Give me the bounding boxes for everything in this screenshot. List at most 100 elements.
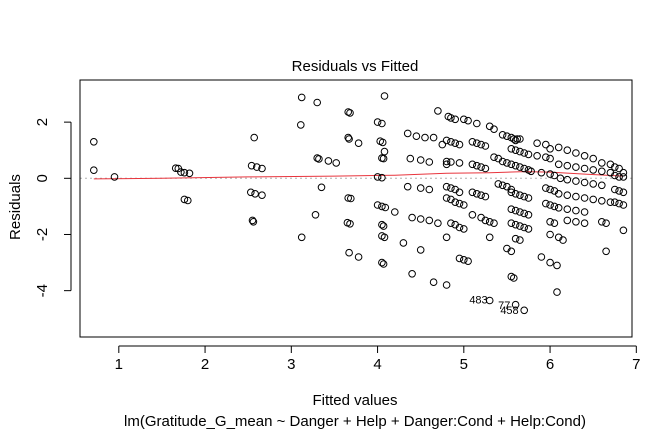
data-point [563, 161, 572, 170]
data-point [258, 191, 266, 199]
data-point [563, 191, 572, 199]
data-point [258, 164, 266, 173]
data-point [507, 145, 516, 153]
data-point [378, 138, 387, 147]
x-axis: 1 2 3 4 5 6 7 [115, 345, 640, 373]
data-point [324, 157, 333, 165]
data-point [580, 178, 589, 187]
x-tick-label: 3 [287, 356, 295, 373]
data-point [473, 139, 481, 147]
data-point [485, 296, 494, 305]
data-point [542, 153, 550, 161]
data-point [438, 140, 447, 149]
data-point [494, 180, 503, 188]
data-point [537, 253, 546, 261]
data-point [546, 258, 554, 267]
data-point [473, 190, 481, 198]
data-point [619, 168, 628, 177]
data-point [297, 121, 305, 129]
data-point [550, 171, 559, 180]
data-point [550, 219, 559, 227]
data-point [619, 226, 628, 235]
data-point [252, 163, 261, 171]
data-point [602, 219, 610, 227]
data-point [412, 132, 421, 140]
data-point [556, 174, 565, 183]
data-point [546, 170, 554, 178]
data-point [250, 133, 258, 142]
data-point [485, 233, 494, 242]
data-point [511, 136, 520, 145]
data-point [554, 143, 563, 152]
data-point [520, 306, 529, 315]
data-point [251, 190, 259, 198]
data-point [619, 173, 628, 181]
data-point [524, 150, 533, 159]
data-point [378, 220, 386, 229]
data-point [516, 147, 524, 156]
x-tick-label: 4 [373, 356, 381, 373]
data-point [546, 218, 554, 226]
data-point [615, 199, 623, 208]
data-point [447, 219, 455, 227]
data-point [498, 181, 507, 190]
points-layer [90, 92, 628, 315]
data-point [485, 218, 494, 226]
data-point [378, 119, 386, 128]
data-point [442, 157, 451, 166]
data-point [554, 160, 563, 169]
data-point [180, 168, 189, 177]
data-point [416, 184, 425, 192]
data-point [468, 138, 477, 146]
data-point [391, 208, 399, 216]
x-tick-label: 6 [546, 356, 554, 373]
data-point [611, 185, 619, 194]
point-id-label: 77 [498, 300, 510, 312]
data-point [563, 205, 572, 213]
data-point [481, 216, 490, 225]
data-point [511, 300, 520, 309]
data-point [511, 206, 520, 215]
data-point [598, 167, 606, 176]
data-point [546, 145, 554, 153]
data-point [442, 160, 451, 169]
data-point [416, 156, 425, 164]
data-point [580, 194, 589, 202]
data-point [606, 198, 615, 206]
data-point [184, 196, 192, 205]
data-point [602, 247, 610, 256]
data-point [572, 163, 580, 171]
data-point [416, 246, 425, 254]
data-point [406, 154, 415, 163]
data-point [425, 216, 434, 225]
data-point [520, 149, 529, 157]
x-tick-label: 2 [201, 356, 209, 373]
data-point [611, 198, 619, 206]
data-point [490, 125, 498, 133]
data-point [619, 201, 628, 209]
data-point [580, 208, 589, 216]
data-point [507, 160, 516, 169]
data-point [554, 204, 563, 212]
data-point [511, 161, 520, 170]
data-point [477, 191, 485, 199]
data-point [615, 164, 623, 173]
data-point [546, 185, 554, 194]
data-point [442, 194, 451, 202]
data-point [516, 191, 524, 199]
data-point [373, 201, 382, 209]
data-point [171, 164, 180, 172]
data-point [477, 140, 485, 149]
data-point [589, 180, 598, 188]
data-point [572, 206, 580, 215]
data-point [546, 230, 554, 239]
data-point [297, 93, 306, 102]
data-point [442, 281, 451, 289]
data-point [563, 146, 572, 154]
data-point [468, 160, 477, 169]
data-point [313, 98, 322, 107]
data-point [451, 198, 460, 206]
chart-title: Residuals vs Fitted [292, 58, 419, 75]
